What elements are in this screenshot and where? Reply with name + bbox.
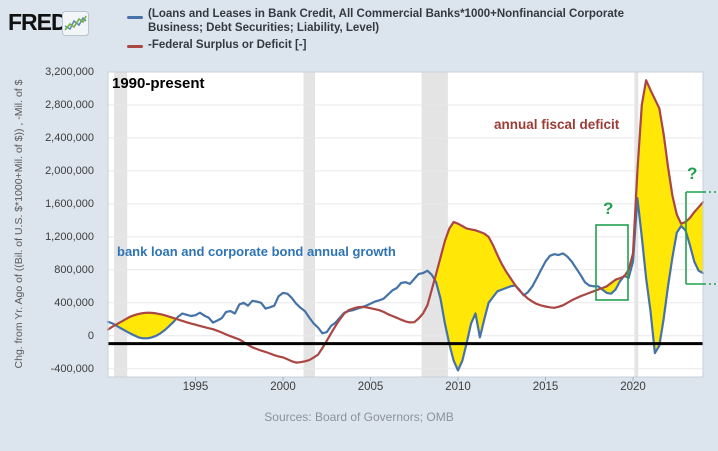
recession-band (114, 72, 128, 377)
legend-label-deficit: -Federal Surplus or Deficit [-] (148, 39, 307, 51)
recession-band (303, 72, 315, 377)
legend-swatch-bank-credit (127, 16, 143, 19)
legend-label-bank-credit-line2: Business; Debt Securities; Liability, Le… (148, 22, 380, 34)
plot-border (107, 71, 704, 378)
sparkline-chart-icon (62, 11, 89, 36)
y-axis-tick-label: 2,400,000 (45, 131, 94, 144)
y-axis-tick-label: 400,000 (54, 296, 94, 309)
y-axis-tick-label: 2,000,000 (45, 164, 94, 177)
x-axis-tick-label: 2000 (270, 381, 296, 393)
deficit-exceeds-credit-fill (434, 222, 518, 371)
legend-swatch-deficit (127, 45, 143, 48)
x-axis-tick-label: 2020 (620, 381, 646, 393)
red-series-label: annual fiscal deficit (494, 117, 620, 132)
period-label: 1990-present (112, 75, 205, 92)
y-axis-tick-label: 800,000 (54, 263, 94, 276)
fred-logo-text: FRED (8, 9, 68, 35)
recession-band (421, 72, 448, 377)
question-mark-1: ? (603, 199, 614, 218)
y-axis-tick-label: 1,600,000 (45, 197, 94, 210)
y-axis-tick-label: 0 (87, 329, 94, 342)
y-axis-tick-label: 2,800,000 (45, 99, 94, 111)
question-mark-2: ? (687, 164, 698, 183)
x-axis-tick-label: 2010 (445, 381, 471, 393)
series-line-bank-credit-growth (106, 197, 705, 372)
sources-note: Sources: Board of Governors; OMB (264, 410, 454, 424)
y-axis-tick-label: 1,200,000 (45, 230, 94, 243)
question-box (595, 224, 629, 301)
deficit-exceeds-credit-fill (624, 80, 703, 354)
fred-logo[interactable]: FRED® (8, 9, 89, 39)
series-line-fiscal-deficit (106, 79, 705, 364)
x-axis-tick-label: 1995 (182, 381, 209, 393)
legend-label-bank-credit-line1: (Loans and Leases in Bank Credit, All Co… (148, 8, 625, 20)
y-axis-tick-label: -400,000 (50, 362, 94, 375)
x-axis-tick-label: 2015 (532, 381, 559, 393)
x-axis-tick-label: 2005 (357, 381, 384, 393)
y-axis-tick-label: 3,200,000 (45, 66, 94, 78)
deficit-exceeds-credit-fill (600, 276, 624, 294)
blue-series-label: bank loan and corporate bond annual grow… (117, 244, 396, 259)
